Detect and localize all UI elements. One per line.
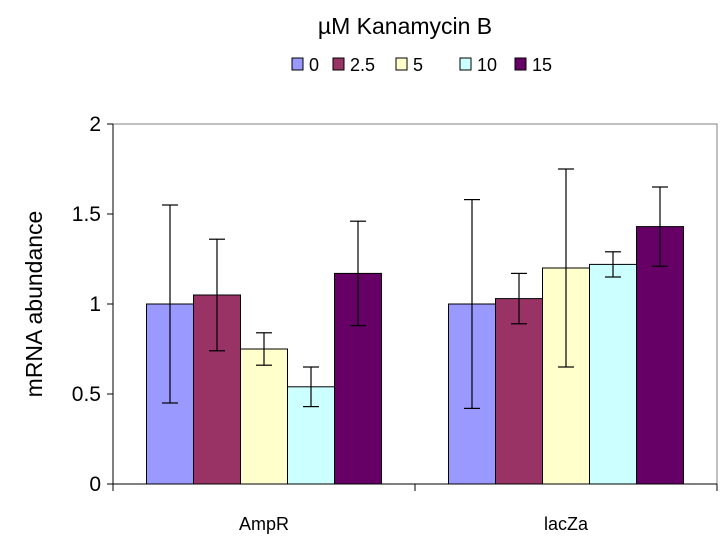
x-tick-label-lacZa: lacZa <box>544 514 589 534</box>
legend-label-10: 10 <box>477 55 497 75</box>
legend-label-15: 15 <box>532 55 552 75</box>
error-bar-AmpR-15 <box>350 220 366 327</box>
y-tick-label: 0 <box>89 473 101 496</box>
bar-AmpR-5 <box>240 348 288 485</box>
legend-label-5: 5 <box>413 55 423 75</box>
error-bar-AmpR-2.5 <box>209 238 225 352</box>
error-bar-AmpR-10 <box>303 366 319 408</box>
bar-lacZa-2.5 <box>495 298 543 485</box>
error-bar-lacZa-15 <box>652 186 668 267</box>
error-bar-AmpR-5 <box>256 332 272 366</box>
legend-swatch-0 <box>291 57 304 71</box>
y-axis-label: mRNA abundance <box>21 211 47 398</box>
legend-title: µM Kanamycin B <box>318 13 492 39</box>
error-bar-lacZa-5 <box>558 168 574 368</box>
legend-label-2.5: 2.5 <box>350 55 375 75</box>
legend: 0 2.5 5 10 15 <box>291 55 552 75</box>
error-bars <box>162 168 668 409</box>
legend-swatch-2.5 <box>332 57 345 71</box>
error-bar-lacZa-0 <box>464 199 480 409</box>
error-bar-lacZa-2.5 <box>511 272 527 325</box>
bar-lacZa-15 <box>636 226 684 485</box>
y-tick-label: 2 <box>89 113 101 136</box>
y-tick-label: 1.5 <box>72 203 101 226</box>
axes: 0 0.5 1 1.5 2 AmpR lacZa <box>72 113 718 534</box>
error-bar-AmpR-0 <box>162 204 178 404</box>
legend-label-0: 0 <box>309 55 319 75</box>
x-tick-label-AmpR: AmpR <box>239 514 289 534</box>
legend-swatch-5 <box>395 57 408 71</box>
error-bar-lacZa-10 <box>605 251 621 278</box>
y-tick-label: 0.5 <box>72 383 101 406</box>
bar-lacZa-10 <box>589 263 637 485</box>
y-tick-label: 1 <box>89 293 101 316</box>
legend-swatch-15 <box>514 57 527 71</box>
legend-swatch-10 <box>459 57 472 71</box>
